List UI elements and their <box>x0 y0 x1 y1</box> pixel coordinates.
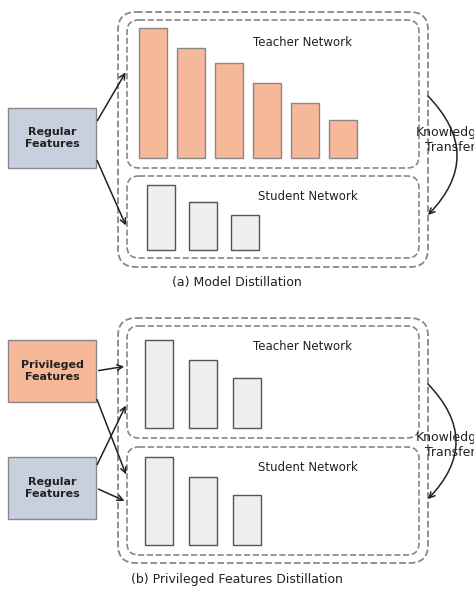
Bar <box>147 185 175 250</box>
Text: Teacher Network: Teacher Network <box>254 36 353 49</box>
Text: Knowledge
Transfer: Knowledge Transfer <box>416 431 474 459</box>
Bar <box>189 477 217 545</box>
Text: Teacher Network: Teacher Network <box>254 340 353 353</box>
Bar <box>215 63 243 158</box>
Text: Privileged
Features: Privileged Features <box>20 360 83 382</box>
Bar <box>253 83 281 158</box>
Bar <box>233 378 261 428</box>
FancyBboxPatch shape <box>127 176 419 258</box>
Bar <box>189 202 217 250</box>
Bar <box>8 340 96 402</box>
Text: Student Network: Student Network <box>258 461 358 474</box>
Bar <box>145 457 173 545</box>
Text: (a) Model Distillation: (a) Model Distillation <box>172 276 302 289</box>
Text: (b) Privileged Features Distillation: (b) Privileged Features Distillation <box>131 573 343 586</box>
FancyBboxPatch shape <box>127 20 419 168</box>
Bar <box>177 48 205 158</box>
Text: Knowledge
Transfer: Knowledge Transfer <box>416 126 474 154</box>
Bar <box>8 457 96 519</box>
Bar <box>231 215 259 250</box>
Text: Student Network: Student Network <box>258 190 358 203</box>
FancyBboxPatch shape <box>118 318 428 563</box>
Bar <box>8 108 96 168</box>
Bar <box>139 28 167 158</box>
Bar <box>291 103 319 158</box>
FancyBboxPatch shape <box>118 12 428 267</box>
Bar <box>329 120 357 158</box>
Bar <box>145 340 173 428</box>
Bar <box>189 360 217 428</box>
Text: Regular
Features: Regular Features <box>25 477 79 499</box>
FancyBboxPatch shape <box>127 447 419 555</box>
Bar <box>233 495 261 545</box>
FancyBboxPatch shape <box>127 326 419 438</box>
Text: Regular
Features: Regular Features <box>25 127 79 149</box>
